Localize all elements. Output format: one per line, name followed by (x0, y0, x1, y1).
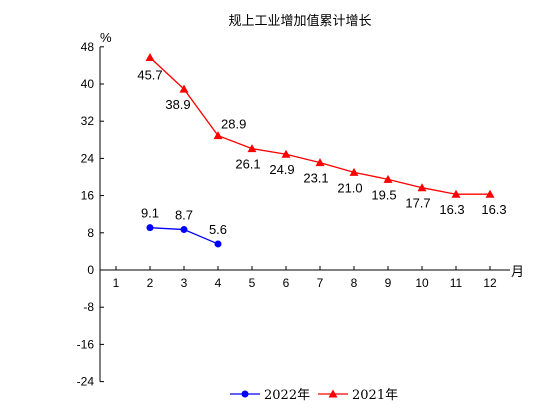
x-tick-label: 9 (385, 276, 392, 290)
data-point (146, 224, 154, 232)
data-point (485, 189, 495, 198)
x-tick-label: 4 (215, 276, 222, 290)
legend-label: 2022年 (264, 388, 310, 403)
data-point (213, 131, 223, 140)
data-label: 23.1 (303, 171, 328, 186)
y-tick-label: 8 (87, 226, 94, 240)
data-label: 8.7 (175, 208, 193, 223)
data-label: 19.5 (371, 187, 396, 202)
y-tick-label: 32 (81, 114, 95, 128)
x-tick-label: 11 (450, 276, 463, 290)
data-label: 28.9 (221, 117, 246, 132)
data-point (214, 240, 222, 248)
data-label: 38.9 (165, 97, 190, 112)
chart-title: 规上工业增加值累计增长 (228, 13, 371, 29)
x-tick-label: 3 (181, 276, 188, 290)
x-tick-label: 7 (317, 276, 324, 290)
x-tick-label: 2 (147, 276, 154, 290)
y-tick-label: 24 (81, 151, 95, 165)
data-label: 26.1 (235, 157, 260, 172)
data-point (281, 149, 291, 158)
data-point (145, 52, 155, 61)
y-tick-label: 40 (81, 77, 95, 91)
x-tick-label: 5 (249, 276, 256, 290)
data-label: 24.9 (269, 162, 294, 177)
data-point (179, 84, 189, 93)
y-tick-label: -24 (77, 375, 95, 389)
data-label: 9.1 (141, 206, 159, 221)
data-label: 5.6 (209, 222, 227, 237)
data-label: 16.3 (481, 202, 506, 217)
y-tick-label: -8 (83, 300, 94, 314)
legend-label: 2021年 (352, 388, 398, 403)
x-tick-label: 12 (483, 276, 497, 290)
legend: 2022年 2021年 (230, 388, 398, 403)
data-point (383, 174, 393, 183)
series-layer: 9.1 8.7 5.6 45.738.9 28.9 26.1 24.9 23.1 21.0 19.… (137, 52, 507, 248)
data-point (349, 167, 359, 176)
data-point (315, 158, 325, 167)
data-label: 17.7 (405, 196, 430, 211)
data-point (451, 189, 461, 198)
x-tick-label: 6 (283, 276, 290, 290)
y-tick-label: -16 (77, 337, 95, 351)
x-tick-label: 10 (415, 276, 429, 290)
data-label: 45.7 (137, 67, 162, 82)
x-tick-label: 8 (351, 276, 358, 290)
data-label: 21.0 (337, 180, 362, 195)
data-label: 16.3 (439, 202, 464, 217)
x-unit-label: 月 (511, 265, 524, 280)
legend-marker (328, 389, 338, 398)
y-tick-label: 48 (81, 40, 95, 54)
data-point (247, 144, 257, 153)
x-tick-label: 1 (113, 276, 120, 290)
data-point (180, 226, 188, 234)
y-tick-label: 16 (81, 189, 95, 203)
data-point (417, 183, 427, 192)
y-unit-label: % (100, 30, 112, 45)
y-tick-label: 0 (87, 263, 94, 277)
legend-marker (241, 390, 249, 398)
